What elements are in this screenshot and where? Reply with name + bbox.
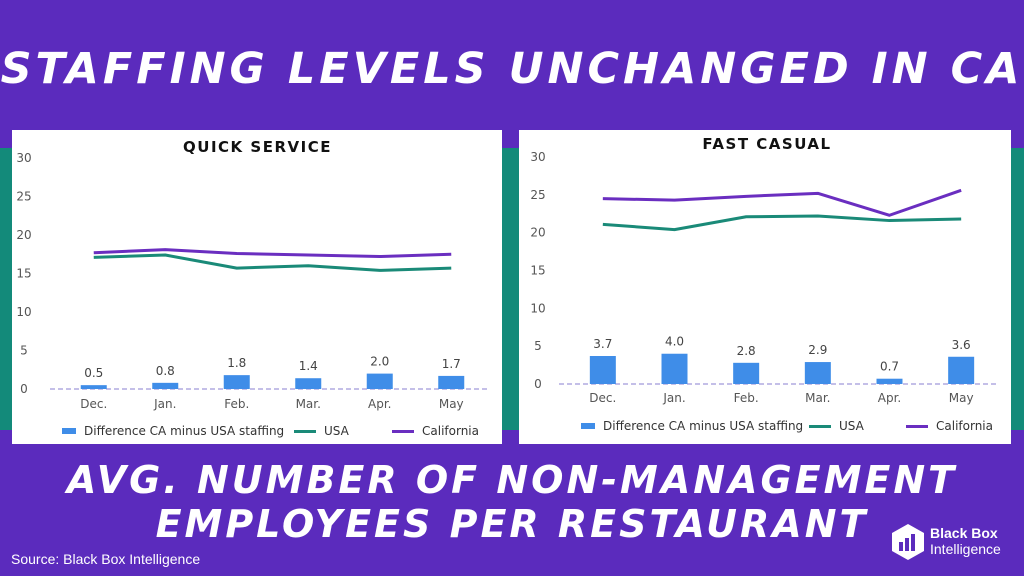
x-tick-label: Feb.	[734, 391, 759, 405]
y-tick-label: 5	[534, 339, 542, 353]
usa-line	[93, 253, 452, 272]
quick-service-chart: QUICK SERVICE 0 5 10 15 20 25 30 0.5 0.8 1.8 1.4 2.0…	[16, 138, 487, 438]
bar	[295, 378, 322, 389]
bar	[948, 356, 975, 384]
source-note: Source: Black Box Intelligence	[11, 551, 201, 567]
legend-label: Difference CA minus USA staffing	[603, 419, 803, 433]
bar	[152, 382, 179, 389]
bar	[804, 362, 831, 384]
bar-value-label: 1.8	[227, 356, 246, 370]
x-tick-label: Jan.	[662, 391, 685, 405]
bar-value-label: 0.7	[880, 360, 899, 374]
y-tick-label: 0	[534, 377, 542, 391]
x-tick-label: Dec.	[589, 391, 616, 405]
chart-title: FAST CASUAL	[702, 135, 831, 153]
main-title: STAFFING LEVELS UNCHANGED IN CA	[0, 44, 1024, 94]
bar	[438, 375, 465, 389]
x-tick-label: Dec.	[80, 397, 107, 411]
legend-label: USA	[324, 424, 350, 438]
y-tick-label: 20	[530, 226, 545, 240]
y-tick-label: 15	[16, 267, 31, 281]
bar	[733, 362, 760, 384]
x-tick-label: May	[439, 397, 464, 411]
y-tick-label: 5	[20, 344, 28, 358]
bar-value-label: 1.4	[299, 359, 318, 373]
y-tick-label: 25	[530, 188, 545, 202]
chart-title: QUICK SERVICE	[183, 138, 332, 156]
fast-casual-panel: FAST CASUAL 0 5 10 15 20 25 30 3.7 4.0 2.8 2.9 0.7 3.…	[519, 130, 1011, 444]
legend-swatch	[62, 428, 76, 434]
logo-text-line2: Intelligence	[930, 541, 1001, 557]
legend-label: Difference CA minus USA staffing	[84, 424, 284, 438]
bar-value-label: 2.9	[808, 343, 827, 357]
x-tick-label: Mar.	[296, 397, 321, 411]
legend-label: USA	[839, 419, 865, 433]
california-line	[602, 188, 962, 217]
x-tick-label: May	[949, 391, 974, 405]
bar-value-label: 1.7	[442, 357, 461, 371]
y-tick-label: 30	[530, 150, 545, 164]
footer-title-line2: EMPLOYEES PER RESTAURANT	[155, 502, 869, 546]
y-tick-label: 10	[16, 305, 31, 319]
x-tick-label: Apr.	[878, 391, 901, 405]
bar-value-label: 0.5	[84, 366, 103, 380]
footer-title-line1: AVG. NUMBER OF NON-MANAGEMENT	[66, 458, 958, 502]
quick-service-panel: QUICK SERVICE 0 5 10 15 20 25 30 0.5 0.8 1.8 1.4 2.0…	[12, 130, 502, 444]
legend-swatch	[809, 425, 831, 428]
x-tick-label: Feb.	[224, 397, 249, 411]
x-tick-label: Mar.	[805, 391, 830, 405]
bar	[661, 353, 688, 384]
legend-swatch	[906, 425, 928, 428]
bar	[366, 373, 393, 389]
bar-value-label: 4.0	[665, 335, 684, 349]
y-tick-label: 10	[530, 301, 545, 315]
fast-casual-chart: FAST CASUAL 0 5 10 15 20 25 30 3.7 4.0 2.8 2.9 0.7 3.…	[530, 135, 997, 433]
legend-swatch	[581, 423, 595, 429]
bar-value-label: 2.0	[370, 355, 389, 369]
logo-text-line1: Black Box	[930, 525, 998, 541]
y-tick-label: 0	[20, 382, 28, 396]
y-tick-label: 20	[16, 228, 31, 242]
legend-label: California	[422, 424, 479, 438]
bar-value-label: 2.8	[737, 344, 756, 358]
legend-swatch	[294, 430, 316, 433]
bar-value-label: 3.6	[952, 338, 971, 352]
bar	[589, 356, 616, 384]
legend-label: California	[936, 419, 993, 433]
usa-line	[602, 214, 962, 232]
california-line	[93, 248, 452, 259]
black-box-logo: Black Box Intelligence	[890, 523, 1020, 563]
bar	[80, 385, 107, 389]
y-tick-label: 30	[16, 151, 31, 165]
bar	[876, 378, 903, 384]
bar	[223, 375, 250, 389]
bar-value-label: 0.8	[156, 364, 175, 378]
bar-value-label: 3.7	[593, 337, 612, 351]
x-tick-label: Apr.	[368, 397, 391, 411]
x-tick-label: Jan.	[153, 397, 176, 411]
legend-swatch	[392, 430, 414, 433]
y-tick-label: 15	[530, 264, 545, 278]
y-tick-label: 25	[16, 190, 31, 204]
logo-icon	[892, 524, 924, 560]
